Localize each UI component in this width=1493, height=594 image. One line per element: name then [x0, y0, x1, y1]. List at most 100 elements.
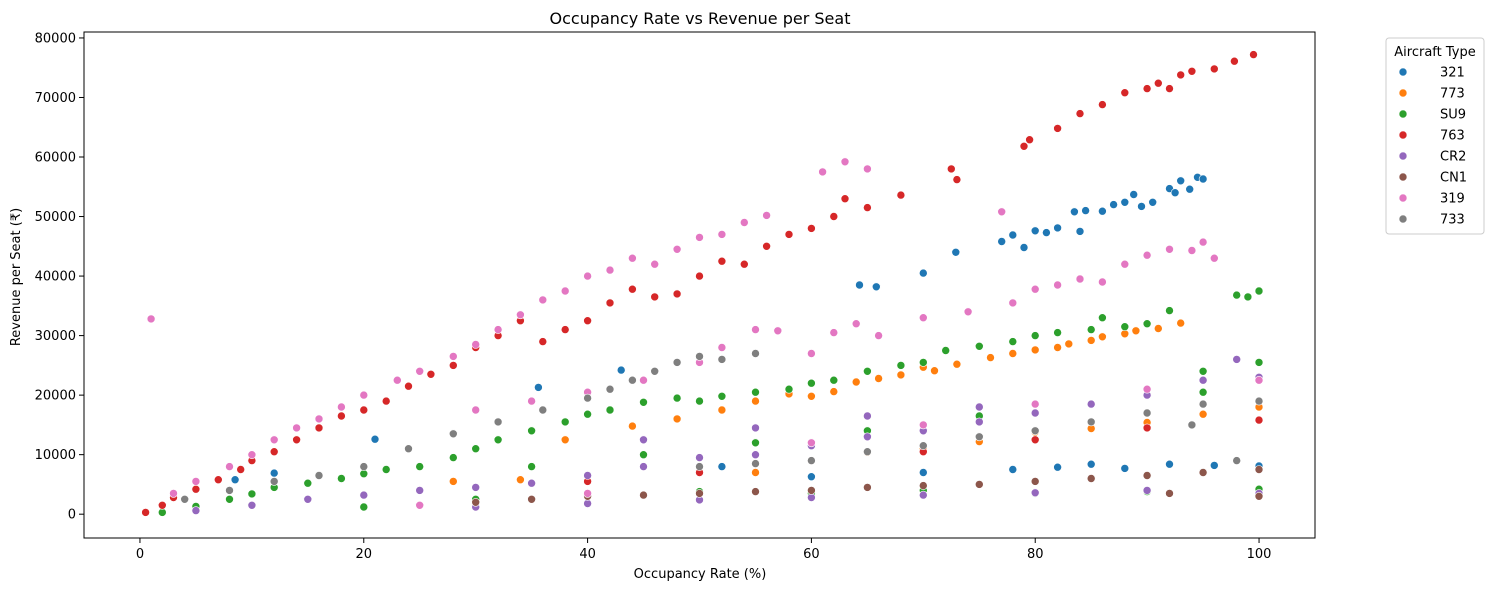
data-point — [639, 375, 648, 385]
series-773 — [448, 318, 1264, 486]
data-point — [1254, 491, 1264, 501]
data-point — [1254, 358, 1264, 367]
data-point — [1086, 417, 1096, 427]
data-point — [471, 497, 481, 507]
data-point — [1154, 78, 1163, 88]
data-point — [1142, 250, 1152, 260]
data-point — [1109, 200, 1118, 209]
data-point — [1064, 339, 1074, 349]
data-point — [918, 481, 928, 490]
y-tick-label: 60000 — [35, 151, 76, 166]
data-point — [807, 378, 816, 388]
data-point — [415, 500, 425, 510]
x-tick-label: 60 — [803, 547, 820, 562]
legend-marker — [1398, 214, 1408, 224]
data-point — [717, 391, 727, 401]
data-point — [739, 218, 749, 227]
data-point — [191, 477, 201, 486]
data-point — [560, 417, 570, 427]
data-point — [751, 423, 760, 433]
data-point — [560, 286, 570, 296]
data-point — [871, 282, 881, 292]
data-point — [918, 313, 928, 323]
data-point — [974, 402, 984, 412]
data-point — [1142, 319, 1152, 329]
data-point — [717, 462, 727, 471]
data-point — [1053, 124, 1062, 133]
legend-marker — [1398, 109, 1408, 119]
legend-label: 763 — [1440, 129, 1465, 144]
y-axis-ticks: 0 10000 20000 30000 40000 50000 60000 70000 8000… — [35, 31, 84, 523]
data-point — [974, 480, 984, 489]
data-point — [1232, 355, 1241, 364]
data-point — [247, 489, 257, 499]
data-point — [930, 366, 939, 376]
chart-title: Occupancy Rate vs Revenue per Seat — [550, 9, 851, 28]
data-point — [986, 353, 995, 362]
series-319 — [146, 157, 1264, 510]
data-point — [762, 211, 771, 220]
data-point — [1254, 396, 1264, 406]
data-point — [851, 377, 861, 387]
data-point — [1131, 326, 1141, 336]
data-point — [191, 506, 201, 515]
data-point — [1198, 174, 1208, 184]
data-point — [314, 414, 324, 424]
data-point — [415, 366, 425, 376]
data-point — [247, 500, 257, 510]
data-point — [1129, 190, 1138, 199]
data-point — [426, 369, 436, 379]
data-point — [1070, 207, 1079, 217]
data-point — [717, 355, 727, 364]
data-point — [1210, 461, 1219, 470]
data-point — [863, 447, 872, 457]
data-point — [1120, 198, 1130, 207]
data-point — [1053, 280, 1062, 290]
data-point — [314, 423, 324, 433]
data-point — [404, 381, 413, 391]
data-point — [1210, 253, 1219, 263]
data-point — [829, 212, 839, 221]
data-point — [1120, 88, 1130, 97]
data-point — [628, 421, 637, 431]
data-point — [247, 450, 257, 460]
data-point — [370, 434, 380, 444]
data-point — [840, 157, 850, 167]
data-point — [1025, 135, 1034, 144]
data-point — [1098, 206, 1107, 216]
data-point — [236, 465, 245, 474]
data-point — [303, 494, 313, 504]
data-point — [818, 167, 827, 177]
data-point — [997, 237, 1007, 246]
data-point — [415, 462, 425, 471]
data-point — [1254, 415, 1264, 425]
data-point — [672, 358, 682, 367]
data-point — [225, 486, 234, 495]
data-point — [918, 420, 928, 430]
data-point — [946, 164, 956, 174]
series-321 — [230, 173, 1264, 485]
data-point — [650, 366, 660, 376]
data-point — [851, 319, 861, 329]
data-point — [918, 490, 928, 500]
data-point — [605, 384, 615, 394]
data-point — [230, 475, 240, 485]
data-point — [1053, 343, 1062, 352]
data-point — [807, 486, 816, 495]
data-point — [773, 326, 783, 336]
data-point — [951, 248, 961, 257]
data-point — [1165, 84, 1174, 93]
data-point — [1075, 109, 1085, 118]
x-axis-ticks: 0 20 40 60 80 100 — [136, 538, 1271, 562]
data-point — [639, 435, 648, 445]
data-point — [1176, 70, 1185, 80]
data-point — [963, 307, 973, 317]
data-point — [1098, 277, 1107, 287]
data-point — [158, 508, 167, 517]
data-point — [1008, 349, 1018, 358]
data-point — [751, 349, 760, 358]
data-point — [1232, 290, 1241, 300]
legend-marker — [1398, 88, 1408, 98]
data-point — [493, 325, 503, 334]
